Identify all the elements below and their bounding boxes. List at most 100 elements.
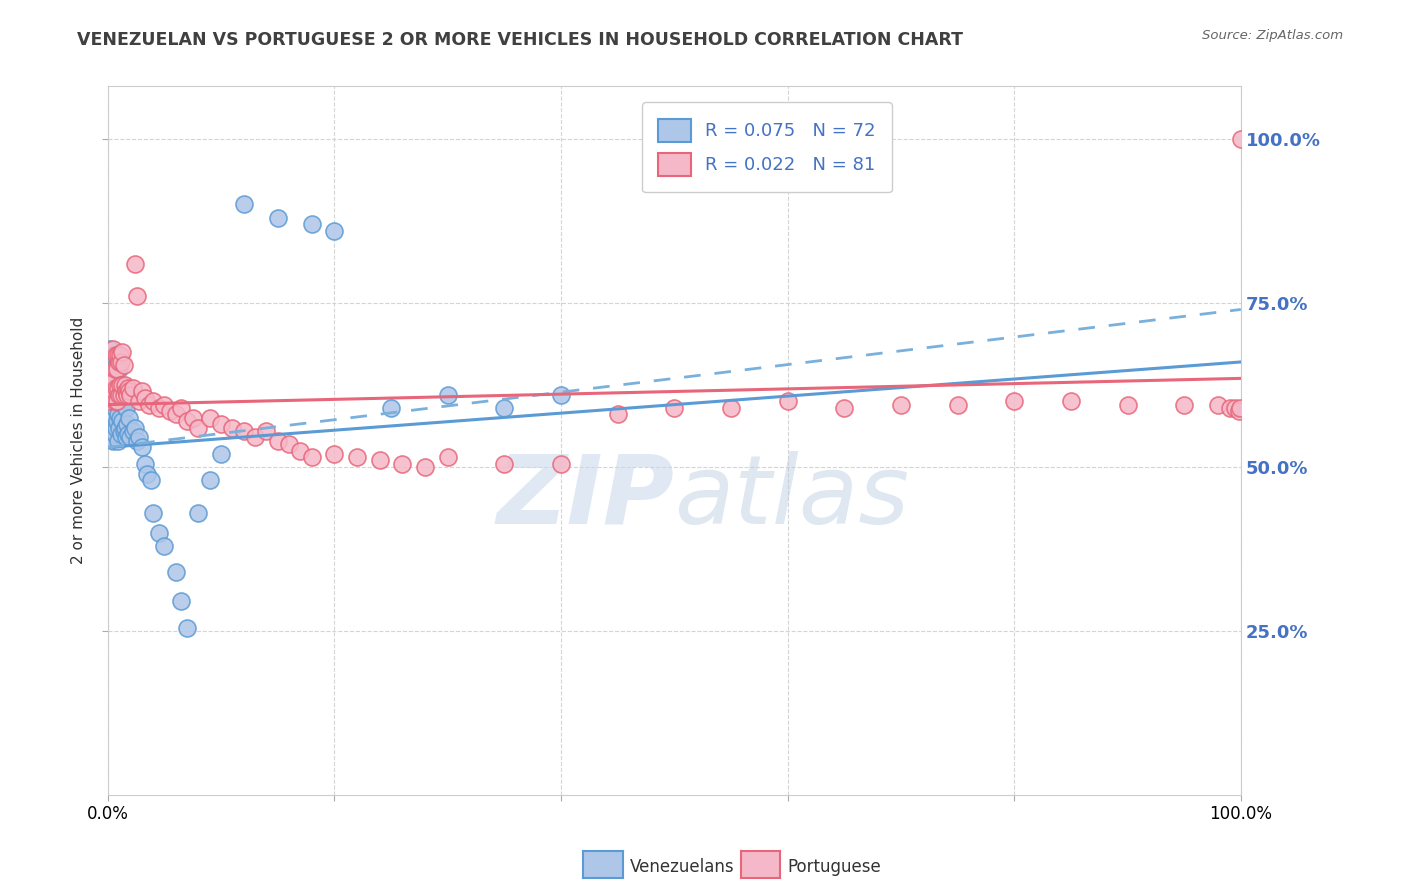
Point xyxy=(124,420,146,434)
Point xyxy=(494,401,516,415)
Point xyxy=(112,398,135,412)
Point xyxy=(105,355,128,369)
Point xyxy=(108,361,131,376)
Point xyxy=(108,420,131,434)
Point xyxy=(1229,401,1251,415)
Point xyxy=(131,440,153,454)
Point xyxy=(107,381,129,395)
Point xyxy=(134,391,156,405)
Point xyxy=(118,384,141,399)
Point xyxy=(115,384,138,399)
Point xyxy=(494,457,516,471)
Point xyxy=(232,197,254,211)
Point xyxy=(98,375,121,389)
Point xyxy=(103,394,125,409)
Point xyxy=(108,388,131,402)
Point xyxy=(105,414,128,428)
Point xyxy=(142,394,165,409)
Point xyxy=(323,447,346,461)
Point xyxy=(103,375,125,389)
Point xyxy=(103,361,125,376)
Point xyxy=(104,361,127,376)
Point xyxy=(170,401,193,415)
Point xyxy=(136,467,159,481)
Point xyxy=(128,430,150,444)
Point xyxy=(121,381,143,395)
Point xyxy=(110,427,132,442)
Point xyxy=(107,381,129,395)
Point xyxy=(115,401,138,415)
Point xyxy=(107,434,129,448)
Point xyxy=(301,450,323,464)
Point xyxy=(1206,398,1229,412)
Point xyxy=(111,384,134,399)
Point xyxy=(98,414,121,428)
Y-axis label: 2 or more Vehicles in Household: 2 or more Vehicles in Household xyxy=(72,317,86,565)
Point xyxy=(103,401,125,415)
Point xyxy=(111,378,134,392)
Point xyxy=(110,394,132,409)
Point xyxy=(664,401,686,415)
Point xyxy=(112,424,135,438)
Point xyxy=(114,394,136,409)
Point xyxy=(138,398,160,412)
Point xyxy=(413,459,436,474)
Point xyxy=(103,355,125,369)
Point xyxy=(153,398,176,412)
Point xyxy=(103,408,125,422)
Point xyxy=(103,434,125,448)
Point xyxy=(170,594,193,608)
Point xyxy=(187,506,209,520)
Point xyxy=(176,414,198,428)
Point xyxy=(142,506,165,520)
Point xyxy=(131,384,153,399)
Point xyxy=(209,417,232,432)
Point xyxy=(103,381,125,395)
Point xyxy=(380,401,402,415)
Point xyxy=(110,388,132,402)
Point xyxy=(776,394,799,409)
Point xyxy=(111,345,134,359)
Point xyxy=(176,621,198,635)
Point xyxy=(117,381,139,395)
Point xyxy=(100,361,122,376)
Point xyxy=(100,420,122,434)
Legend: R = 0.075   N = 72, R = 0.022   N = 81: R = 0.075 N = 72, R = 0.022 N = 81 xyxy=(643,103,891,192)
Point xyxy=(127,434,149,448)
Point xyxy=(181,410,204,425)
Point xyxy=(323,224,346,238)
Point xyxy=(148,401,170,415)
Point xyxy=(107,408,129,422)
Point xyxy=(120,388,142,402)
Point xyxy=(110,410,132,425)
Point xyxy=(148,525,170,540)
Point xyxy=(101,355,124,369)
Point xyxy=(267,434,290,448)
Point xyxy=(346,450,368,464)
Point xyxy=(1116,398,1139,412)
Point xyxy=(127,289,149,303)
Point xyxy=(243,430,266,444)
Point xyxy=(290,443,312,458)
Point xyxy=(232,424,254,438)
Point xyxy=(104,381,127,395)
Point xyxy=(890,398,912,412)
Text: Source: ZipAtlas.com: Source: ZipAtlas.com xyxy=(1202,29,1343,42)
Point xyxy=(120,430,142,444)
Point xyxy=(103,375,125,389)
Point xyxy=(278,437,301,451)
Point xyxy=(1227,404,1250,418)
Text: Portuguese: Portuguese xyxy=(787,858,882,876)
Point xyxy=(720,401,742,415)
Point xyxy=(101,388,124,402)
Point xyxy=(115,430,138,444)
Point xyxy=(105,388,128,402)
Point xyxy=(103,342,125,356)
Point xyxy=(97,368,120,383)
Point xyxy=(128,394,150,409)
Point xyxy=(1060,394,1083,409)
Point xyxy=(110,378,132,392)
Point xyxy=(159,404,181,418)
Point xyxy=(165,408,187,422)
Point xyxy=(104,394,127,409)
